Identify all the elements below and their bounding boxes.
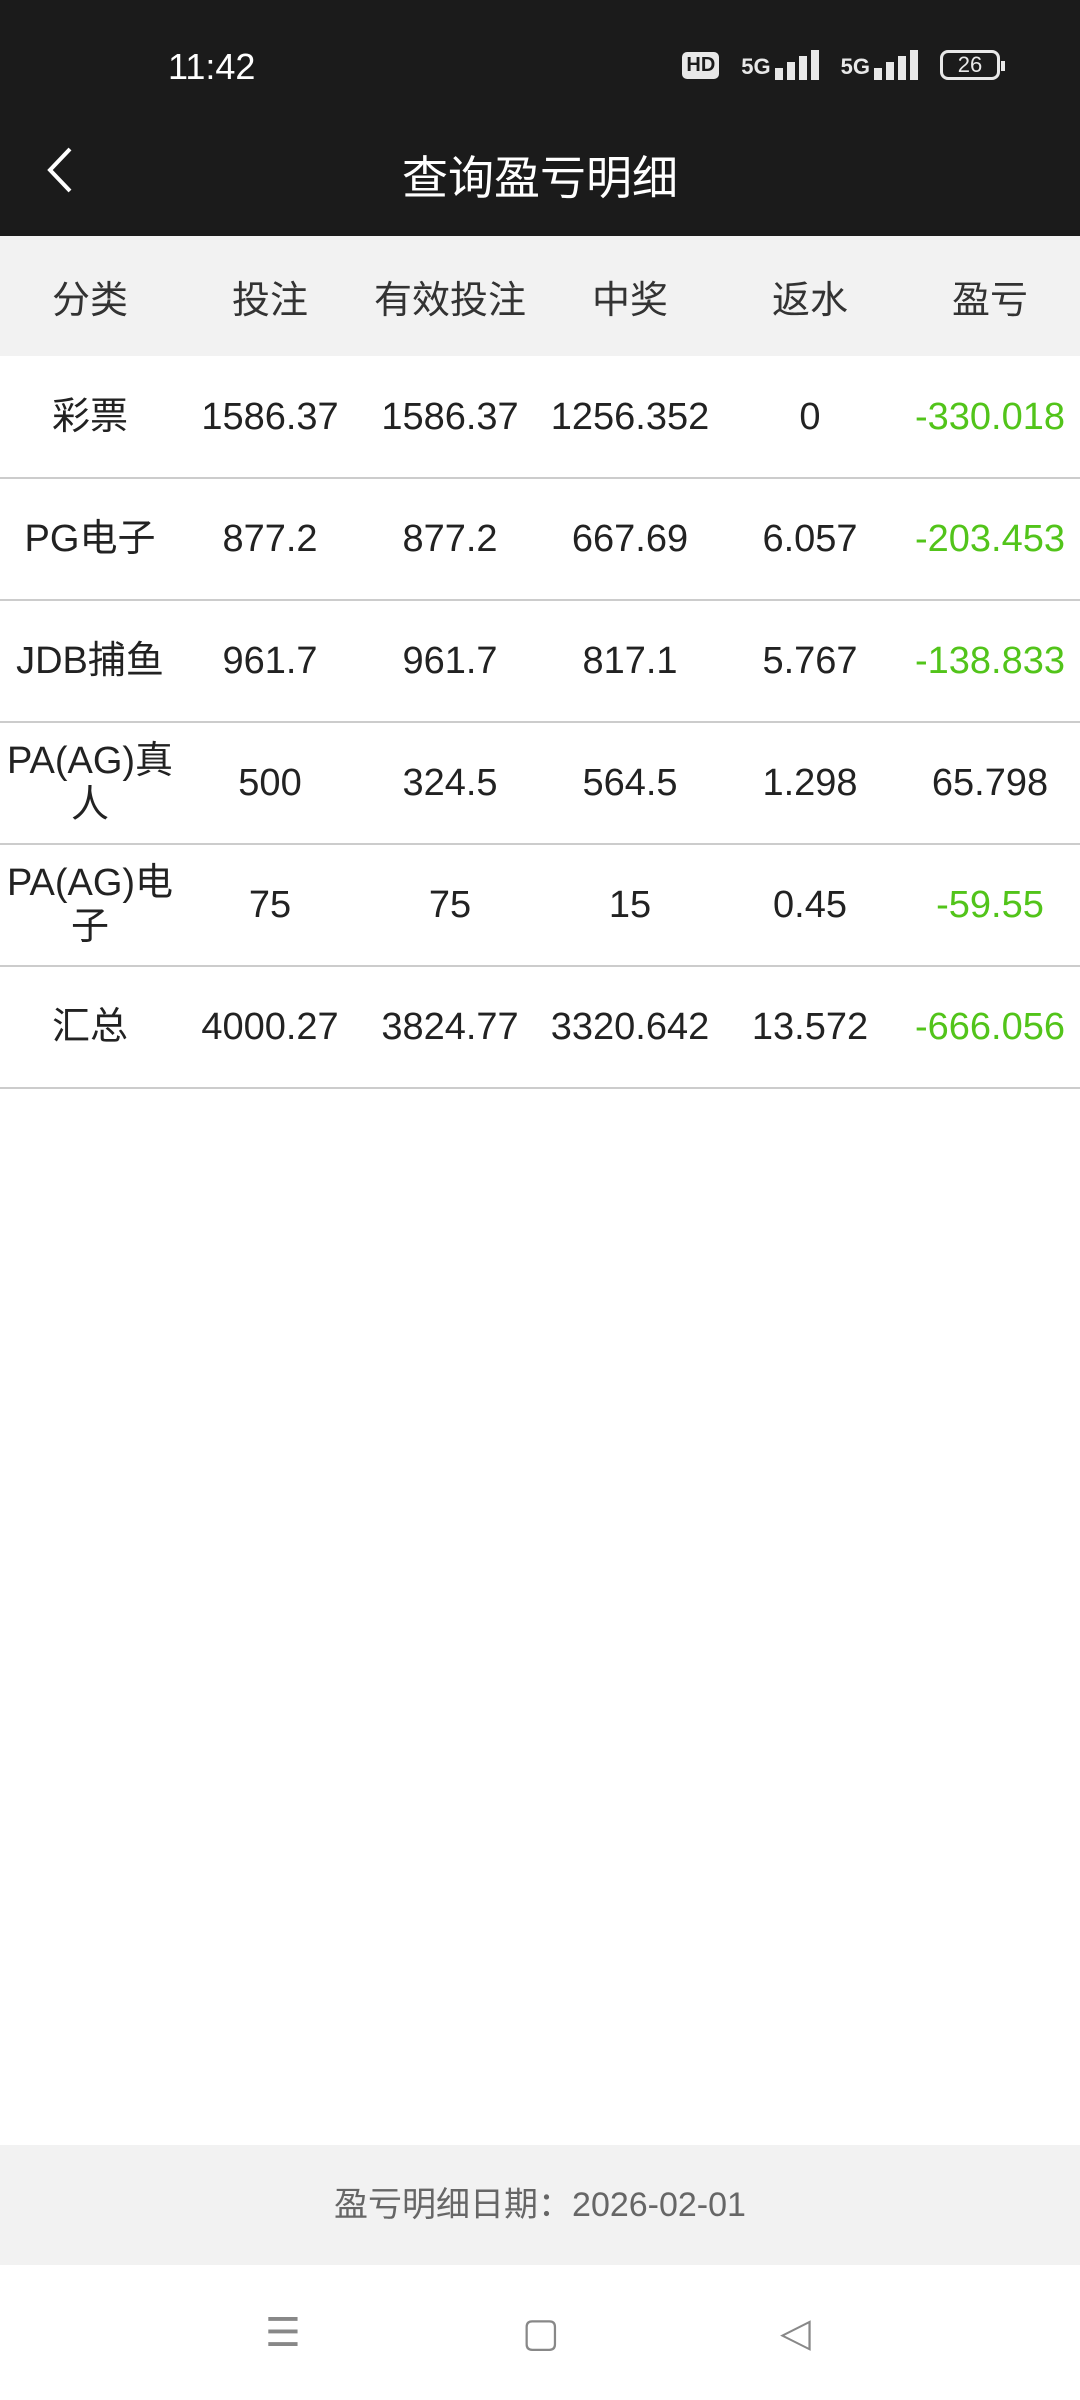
column-header: 中奖 <box>540 236 720 356</box>
table-cell: 1.298 <box>720 722 900 845</box>
table-cell: -330.018 <box>900 356 1080 479</box>
table-cell: 500 <box>180 722 360 845</box>
back-nav-icon[interactable]: ◁ <box>780 2311 811 2355</box>
status-time: 11:42 <box>168 46 256 87</box>
back-button[interactable] <box>40 145 80 195</box>
table-cell: -666.056 <box>900 966 1080 1089</box>
table-row: PG电子 877.2 877.2 667.69 6.057 -203.453 <box>0 478 1080 601</box>
menu-icon[interactable]: ☰ <box>265 2311 301 2355</box>
table-cell: 13.572 <box>720 966 900 1089</box>
signal-icon-2: 5G <box>841 50 918 80</box>
table-cell: 75 <box>360 844 540 967</box>
column-header: 投注 <box>180 236 360 356</box>
table-cell: 5.767 <box>720 600 900 723</box>
table-cell: -59.55 <box>900 844 1080 967</box>
system-nav-bar: ☰ ▢ ◁ <box>0 2265 1080 2400</box>
hd-icon: HD <box>682 51 720 79</box>
table-cell: JDB捕鱼 <box>0 600 180 723</box>
home-icon[interactable]: ▢ <box>522 2311 560 2355</box>
table-row: JDB捕鱼 961.7 961.7 817.1 5.767 -138.833 <box>0 600 1080 723</box>
table-cell: 3824.77 <box>360 966 540 1089</box>
footer-date: 盈亏明细日期：2026-02-01 <box>0 2145 1080 2265</box>
table-row: 彩票 1586.37 1586.37 1256.352 0 -330.018 <box>0 356 1080 479</box>
table-cell: 961.7 <box>360 600 540 723</box>
table-row: PA(AG)电子 75 75 15 0.45 -59.55 <box>0 844 1080 967</box>
signal-icon-1: 5G <box>741 50 819 80</box>
table-cell: 彩票 <box>0 356 180 479</box>
table-cell: 4000.27 <box>180 966 360 1089</box>
table-cell: 15 <box>540 844 720 967</box>
app-header: 11:42 HD 5G 5G 26 查询盈亏明细 <box>0 0 1080 236</box>
table-cell: PA(AG)电子 <box>0 844 180 967</box>
table-cell: -138.833 <box>900 600 1080 723</box>
column-header: 盈亏 <box>900 236 1080 356</box>
status-icons: HD 5G 5G 26 <box>682 50 1005 80</box>
table-cell: PG电子 <box>0 478 180 601</box>
column-header: 有效投注 <box>360 236 540 356</box>
table-cell: 564.5 <box>540 722 720 845</box>
table-cell: -203.453 <box>900 478 1080 601</box>
table-cell: 3320.642 <box>540 966 720 1089</box>
battery-icon: 26 <box>940 50 1005 80</box>
table-cell: PA(AG)真人 <box>0 722 180 845</box>
table-cell: 961.7 <box>180 600 360 723</box>
table-cell: 1256.352 <box>540 356 720 479</box>
table-cell: 667.69 <box>540 478 720 601</box>
page-title: 查询盈亏明细 <box>402 152 678 204</box>
table-row: PA(AG)真人 500 324.5 564.5 1.298 65.798 <box>0 722 1080 845</box>
column-header: 分类 <box>0 236 180 356</box>
table-cell: 0.45 <box>720 844 900 967</box>
column-header: 返水 <box>720 236 900 356</box>
table-cell: 汇总 <box>0 966 180 1089</box>
table-cell: 1586.37 <box>180 356 360 479</box>
table-cell: 6.057 <box>720 478 900 601</box>
table-cell: 877.2 <box>360 478 540 601</box>
table-cell: 75 <box>180 844 360 967</box>
table-cell: 65.798 <box>900 722 1080 845</box>
table-cell: 817.1 <box>540 600 720 723</box>
profit-loss-table: 分类 投注 有效投注 中奖 返水 盈亏 彩票 1586.37 1586.37 1256.352 0… <box>0 236 1080 1089</box>
table-header-row: 分类 投注 有效投注 中奖 返水 盈亏 <box>0 236 1080 356</box>
table-cell: 1586.37 <box>360 356 540 479</box>
table-row: 汇总 4000.27 3824.77 3320.642 13.572 -666.056 <box>0 966 1080 1089</box>
table-cell: 877.2 <box>180 478 360 601</box>
table-cell: 0 <box>720 356 900 479</box>
table-cell: 324.5 <box>360 722 540 845</box>
